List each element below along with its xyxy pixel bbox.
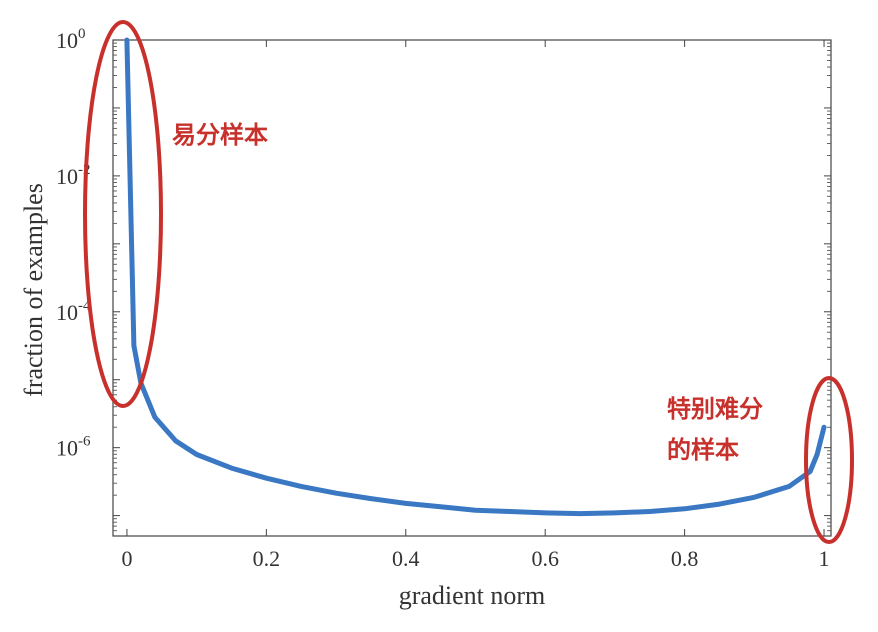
hard-samples-ellipse bbox=[804, 376, 854, 544]
series-layer bbox=[124, 37, 827, 517]
x-tick-label: 0.2 bbox=[253, 546, 281, 571]
x-tick-label: 0.6 bbox=[531, 546, 559, 571]
plot-frame bbox=[112, 39, 832, 537]
y-axis-title: fraction of examples bbox=[19, 183, 48, 397]
y-tick-base: 10 bbox=[56, 164, 78, 189]
x-tick-label: 1 bbox=[819, 546, 830, 571]
easy-samples-ellipse bbox=[83, 20, 163, 408]
x-tick-label: 0.4 bbox=[392, 546, 420, 571]
hard-samples-annotation-line-2: 的样本 bbox=[667, 436, 739, 464]
x-tick-label: 0 bbox=[121, 546, 132, 571]
x-tick-label: 0.8 bbox=[671, 546, 699, 571]
y-tick-base: 10 bbox=[56, 436, 78, 461]
y-tick-exponent: 0 bbox=[78, 26, 86, 42]
y-tick-label: 100 bbox=[56, 26, 86, 53]
y-tick-exponent: -6 bbox=[78, 434, 91, 450]
y-tick-base: 10 bbox=[56, 300, 78, 325]
x-axis-title: gradient norm bbox=[399, 581, 546, 610]
y-tick-base: 10 bbox=[56, 28, 78, 53]
easy-samples-annotation: 易分样本 bbox=[172, 121, 268, 149]
series-line bbox=[124, 37, 827, 517]
hard-samples-annotation-line-1: 特别难分 bbox=[667, 395, 763, 423]
y-tick-label: 10-4 bbox=[56, 298, 91, 325]
y-tick-label: 10-6 bbox=[56, 434, 91, 461]
